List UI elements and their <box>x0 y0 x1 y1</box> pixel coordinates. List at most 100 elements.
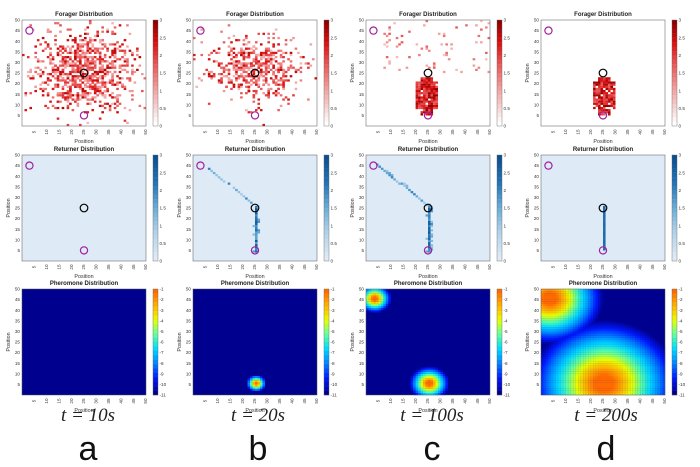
heatmap-cell <box>375 293 379 296</box>
heatmap-cell <box>545 316 549 319</box>
heatmap-cell <box>588 312 591 315</box>
y-tick-label: 20 <box>15 81 21 86</box>
y-tick-label: 25 <box>534 206 540 211</box>
heatmap-cell <box>550 335 554 338</box>
heatmap-cell <box>418 375 421 379</box>
x-tick-label: 5 <box>32 399 37 402</box>
heatmap-cell <box>375 308 379 311</box>
heatmap-cell <box>46 83 50 86</box>
heatmap-cell <box>630 333 633 336</box>
heatmap-cell <box>565 358 569 362</box>
heatmap-cell <box>563 348 566 351</box>
heatmap-cell <box>578 320 581 324</box>
heatmap-cell <box>593 365 596 368</box>
y-tick-label: 5 <box>17 248 20 253</box>
colorbar-segment <box>672 243 677 248</box>
heatmap-cell <box>593 386 596 389</box>
heatmap-cell <box>558 312 561 315</box>
heatmap-cell <box>264 73 268 76</box>
y-tick-label: 40 <box>15 39 21 44</box>
heatmap-cell <box>545 350 549 353</box>
heatmap-cell <box>588 291 591 294</box>
x-tick-label: 10 <box>44 398 49 404</box>
heatmap-cell <box>578 327 581 330</box>
colorbar-frame <box>671 19 678 127</box>
heatmap-cell <box>131 70 134 74</box>
heatmap-cell <box>430 384 434 387</box>
heatmap-cell <box>585 378 589 381</box>
colorbar-segment <box>324 221 329 226</box>
heatmap-cell <box>428 104 431 108</box>
heatmap-cell <box>76 51 80 55</box>
heatmap-cell <box>366 305 369 309</box>
heatmap-cell <box>622 382 626 385</box>
colorbar-segment <box>497 333 502 338</box>
heatmap-cell <box>420 375 424 379</box>
colorbar-segment <box>324 337 329 343</box>
heatmap-cell <box>650 371 653 374</box>
heatmap-cell <box>34 51 37 55</box>
heatmap-cell <box>642 352 646 355</box>
heatmap-cell <box>54 39 57 42</box>
heatmap-cell <box>583 369 586 372</box>
heatmap-cell <box>437 384 441 387</box>
heatmap-cell <box>91 81 95 84</box>
heatmap-cell <box>593 344 596 347</box>
heatmap-cell <box>230 79 233 82</box>
heatmap-cell <box>568 392 571 396</box>
x-tick-label: 15 <box>227 129 232 135</box>
heatmap-cell <box>612 384 616 387</box>
heatmap-cell <box>61 64 65 67</box>
heatmap-cell <box>74 85 77 88</box>
heatmap-cell <box>565 301 569 304</box>
heatmap-cell <box>541 378 544 381</box>
heatmap-cell <box>555 354 559 357</box>
heatmap-cell <box>595 380 599 383</box>
heatmap-cell <box>113 83 117 86</box>
heatmap-cell <box>600 378 604 381</box>
heatmap-cell <box>600 348 604 351</box>
heatmap-cell <box>445 373 448 377</box>
heatmap-cell <box>96 87 99 91</box>
heatmap-cell <box>46 94 50 97</box>
x-tick-label: 20 <box>69 264 74 270</box>
heatmap-cell <box>612 380 616 383</box>
heatmap-cell <box>605 346 609 349</box>
heatmap-cell <box>600 320 604 324</box>
x-axis-label: Position <box>74 274 93 280</box>
heatmap-cell <box>620 382 623 385</box>
y-axis-label: Position <box>525 63 531 82</box>
heatmap-cell <box>555 373 559 377</box>
colorbar-segment <box>153 159 158 165</box>
x-tick-label: 10 <box>388 264 393 270</box>
heatmap-cell <box>560 386 564 389</box>
heatmap-cell <box>111 30 114 33</box>
colorbar-tick-label: -8 <box>679 361 684 366</box>
x-tick-label: 50 <box>143 129 148 135</box>
heatmap-cell <box>116 100 119 103</box>
heatmap-cell <box>432 378 436 381</box>
colorbar-segment <box>672 77 677 83</box>
heatmap-cell <box>650 392 653 396</box>
heatmap-cell <box>247 384 251 387</box>
heatmap-cell <box>560 358 564 362</box>
heatmap-cell <box>568 390 571 393</box>
heatmap-cell <box>543 312 547 315</box>
heatmap-cell <box>428 87 431 91</box>
heatmap-cell <box>247 378 251 381</box>
heatmap-cell <box>415 386 419 389</box>
heatmap-cell <box>620 354 623 357</box>
heatmap-cell <box>103 85 107 88</box>
heatmap-cell <box>113 102 117 105</box>
heatmap-cell <box>415 388 419 391</box>
heatmap-cell <box>61 106 65 110</box>
heatmap-cell <box>580 314 584 317</box>
heatmap-cell <box>625 354 628 357</box>
heatmap-cell <box>555 295 559 298</box>
heatmap-cell <box>212 75 216 78</box>
heatmap-cell <box>650 382 653 385</box>
heatmap-cell <box>560 350 564 353</box>
heatmap-cell <box>660 380 663 383</box>
heatmap-cell <box>98 87 102 91</box>
heatmap-cell <box>620 329 623 332</box>
